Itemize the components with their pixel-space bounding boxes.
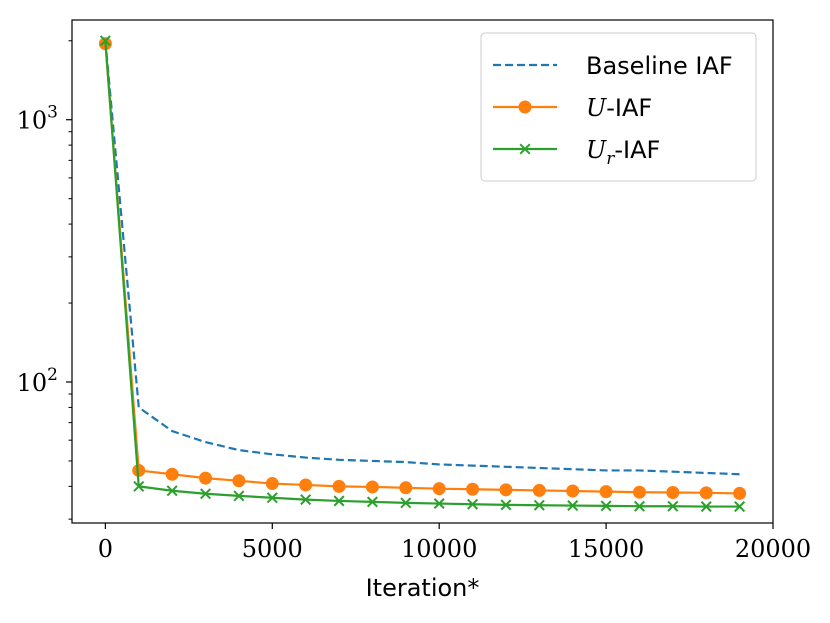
data-point <box>300 494 312 506</box>
data-point <box>467 498 479 510</box>
x-tick-label: 20000 <box>735 535 811 563</box>
data-point <box>99 35 111 47</box>
legend-entry-2: Ur-IAF <box>493 136 660 169</box>
data-point <box>266 492 278 504</box>
data-point <box>667 500 679 512</box>
data-point <box>133 480 145 492</box>
x-tick-label: 15000 <box>568 535 644 563</box>
data-point <box>734 501 746 513</box>
data-point <box>500 499 512 511</box>
data-point <box>432 482 446 496</box>
legend-box <box>480 32 757 182</box>
data-point <box>332 479 346 493</box>
data-point <box>366 496 378 508</box>
data-point <box>666 486 680 500</box>
data-point <box>199 471 213 485</box>
data-point <box>499 483 513 497</box>
data-point <box>533 499 545 511</box>
data-point <box>466 482 480 496</box>
data-point <box>299 478 313 492</box>
data-point <box>265 477 279 491</box>
data-point <box>700 501 712 513</box>
data-point <box>433 498 445 510</box>
data-point <box>365 480 379 494</box>
data-point <box>232 474 246 488</box>
data-point <box>567 500 579 512</box>
data-point <box>633 500 645 512</box>
y-tick-label: 102 <box>17 365 58 397</box>
data-point <box>733 486 747 500</box>
legend: Baseline IAF U-IAF Ur-IAF <box>480 32 757 182</box>
series-0 <box>104 40 740 476</box>
x-tick-label: 5000 <box>242 535 303 563</box>
data-point <box>400 497 412 509</box>
data-point <box>600 500 612 512</box>
legend-label: Baseline IAF <box>586 52 733 80</box>
legend-entry-1: U-IAF <box>493 94 652 122</box>
x-axis-label: Iteration* <box>366 574 480 602</box>
data-point <box>166 485 178 497</box>
plot-frame <box>71 19 774 524</box>
data-point <box>599 485 613 499</box>
legend-marker <box>518 100 532 114</box>
series-line <box>104 40 740 508</box>
legend-label: Ur-IAF <box>586 136 660 169</box>
data-point <box>200 488 212 500</box>
data-point <box>399 481 413 495</box>
legend-marker <box>519 143 531 155</box>
axes-ticks: 0 5000 10000 15000 20000 102 103 <box>17 40 811 563</box>
x-tick-label: 0 <box>98 535 113 563</box>
data-point <box>233 490 245 502</box>
legend-entry-0: Baseline IAF <box>493 52 733 80</box>
x-tick-label: 10000 <box>401 535 477 563</box>
series-2 <box>99 35 746 513</box>
y-tick-label: 103 <box>17 103 58 135</box>
data-point <box>165 467 179 481</box>
data-point <box>333 495 345 507</box>
series-layer <box>98 35 747 513</box>
data-point <box>699 486 713 500</box>
data-point <box>566 484 580 498</box>
series-line <box>104 40 740 476</box>
data-point <box>532 483 546 497</box>
legend-label: U-IAF <box>586 94 652 122</box>
data-point <box>632 485 646 499</box>
series-1 <box>98 37 747 500</box>
